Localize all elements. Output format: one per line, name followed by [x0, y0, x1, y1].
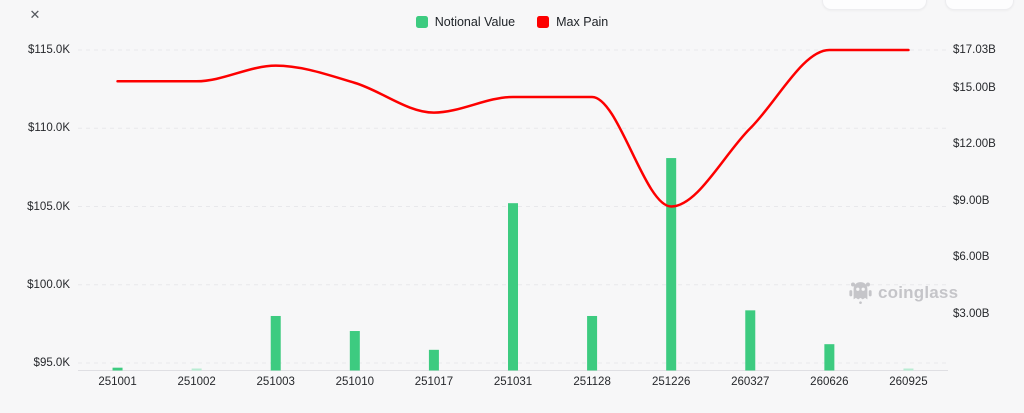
x-axis-label: 251010: [335, 376, 374, 388]
x-axis-label: 251017: [414, 376, 454, 388]
left-axis-tick: $115.0K: [28, 44, 70, 56]
left-axis-tick: $110.0K: [28, 122, 70, 135]
left-axis-tick: $105.0K: [27, 200, 70, 213]
x-axis-label: 260925: [889, 376, 928, 388]
x-axis-label: 251002: [177, 376, 216, 388]
notional-bar-260327[interactable]: [745, 310, 756, 371]
notional-bar-251017[interactable]: [428, 349, 439, 371]
x-axis-label: 251128: [573, 376, 611, 388]
right-axis-tick: $15.00B: [953, 82, 996, 94]
notional-bar-251001[interactable]: [112, 367, 123, 371]
x-axis-label: 251226: [651, 376, 691, 388]
notional-bar-251128[interactable]: [587, 315, 598, 371]
x-axis-label: 251031: [493, 376, 533, 388]
right-axis-tick: $3.00B: [953, 307, 990, 320]
legend-label: Max Pain: [556, 15, 609, 29]
notional-bar-251002[interactable]: [191, 368, 202, 371]
legend-item-notional-value[interactable]: Notional Value: [415, 15, 516, 29]
legend-swatch-icon: [415, 16, 428, 28]
right-axis-tick: $12.00B: [953, 138, 996, 151]
chart-legend: Notional Value Max Pain: [0, 13, 1024, 31]
right-axis-tick: $17.03B: [953, 43, 996, 56]
notional-bar-260925[interactable]: [903, 368, 914, 371]
right-axis-tick: $6.00B: [953, 251, 990, 264]
notional-bar-251010[interactable]: [349, 331, 360, 371]
left-axis-tick: $95.0K: [33, 357, 70, 369]
legend-swatch-icon: [537, 16, 550, 28]
legend-label: Notional Value: [434, 15, 516, 29]
notional-bar-251031[interactable]: [508, 203, 518, 371]
notional-bar-251226[interactable]: [666, 158, 677, 371]
left-axis-tick: $100.0K: [27, 278, 70, 291]
legend-item-max-pain[interactable]: Max Pain: [537, 15, 608, 29]
x-axis-label: 251003: [256, 376, 295, 388]
max-pain-line[interactable]: [116, 48, 910, 208]
close-icon[interactable]: ✕: [29, 7, 41, 22]
notional-bar-251003[interactable]: [270, 315, 281, 371]
x-axis-label: 251001: [98, 376, 137, 388]
notional-bar-260626[interactable]: [824, 344, 835, 371]
x-axis-label: 260327: [731, 376, 770, 388]
x-axis-label: 260626: [810, 376, 849, 388]
right-axis-tick: $9.00B: [953, 194, 990, 207]
